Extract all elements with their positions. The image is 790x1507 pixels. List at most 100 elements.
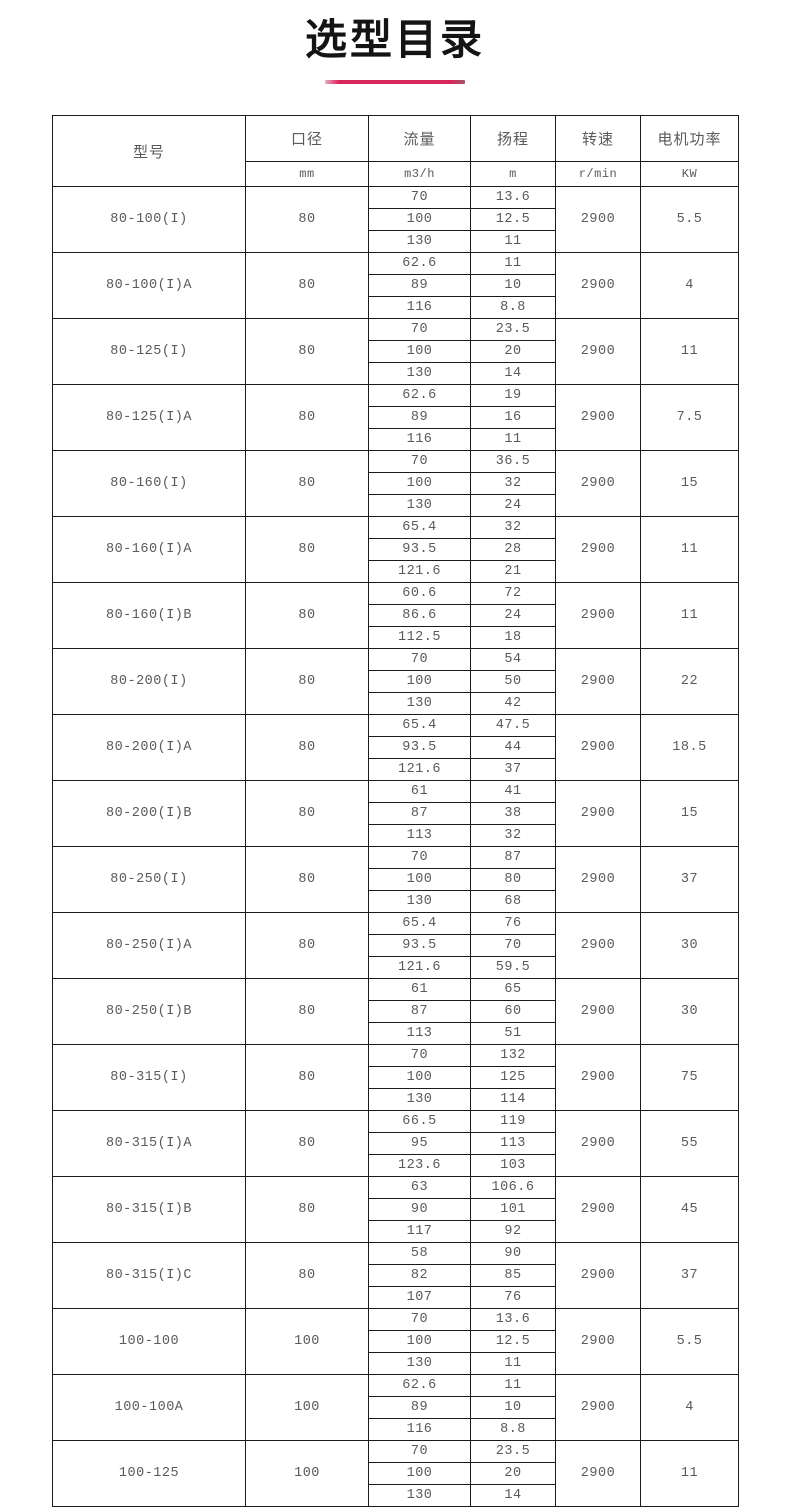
cell-head: 16	[470, 406, 556, 430]
table-row: 130 24	[53, 494, 739, 518]
cell-bore: 80	[245, 318, 369, 386]
cell-bore: 100	[245, 1374, 369, 1442]
cell-flow: 100	[368, 1330, 471, 1354]
table-header-row-units: mm m3/h m r/min KW	[53, 161, 739, 188]
cell-head: 103	[470, 1154, 556, 1178]
table-row: 95 113	[53, 1132, 739, 1156]
cell-speed: 2900	[555, 1176, 641, 1244]
table-row: 100 80	[53, 868, 739, 892]
cell-head: 44	[470, 736, 556, 760]
cell-head: 23.5	[470, 318, 556, 342]
cell-model: 80-200(I)B	[52, 780, 246, 848]
table-row: 100-125 100 70 23.5 2900 11	[52, 1440, 739, 1507]
cell-head: 92	[470, 1220, 556, 1244]
table-row: 116 8.8	[53, 296, 739, 320]
cell-speed: 2900	[555, 384, 641, 452]
table-row: 80-160(I)A 80 65.4 32 2900 11	[52, 516, 739, 584]
table-row: 93.5 44	[53, 736, 739, 760]
cell-power: 5.5	[640, 1308, 739, 1376]
cell-model: 100-100	[52, 1308, 246, 1376]
cell-flow: 112.5	[368, 626, 471, 650]
cell-head: 14	[470, 362, 556, 386]
cell-head: 8.8	[470, 1418, 556, 1442]
table-row: 80-200(I)B 80 61 41 2900 15	[52, 780, 739, 848]
cell-flow: 130	[368, 1088, 471, 1112]
cell-head: 90	[470, 1242, 556, 1266]
cell-head: 21	[470, 560, 556, 584]
cell-bore: 80	[245, 450, 369, 518]
cell-head: 80	[470, 868, 556, 892]
cell-head: 125	[470, 1066, 556, 1090]
cell-speed: 2900	[555, 582, 641, 650]
table-row: 113 32	[53, 824, 739, 848]
cell-flow: 90	[368, 1198, 471, 1222]
table-row: 80-125(I) 80 70 23.5 2900 11	[52, 318, 739, 386]
cell-head: 10	[470, 1396, 556, 1420]
cell-flow: 70	[368, 186, 471, 210]
cell-head: 113	[470, 1132, 556, 1156]
cell-power: 11	[640, 582, 739, 650]
cell-bore: 80	[245, 582, 369, 650]
cell-flow: 66.5	[368, 1110, 471, 1134]
cell-flow: 130	[368, 692, 471, 716]
table-row: 100 12.5	[53, 1330, 739, 1354]
cell-head: 37	[470, 758, 556, 782]
cell-power: 15	[640, 780, 739, 848]
cell-head: 119	[470, 1110, 556, 1134]
cell-model: 80-100(I)A	[52, 252, 246, 320]
cell-model: 80-250(I)B	[52, 978, 246, 1046]
table-row: 130 114	[53, 1088, 739, 1112]
table-row: 130 14	[53, 362, 739, 386]
cell-flow: 89	[368, 406, 471, 430]
cell-model: 80-160(I)	[52, 450, 246, 518]
table-row: 87 60	[53, 1000, 739, 1024]
cell-speed: 2900	[555, 912, 641, 980]
cell-flow: 60.6	[368, 582, 471, 606]
cell-flow: 70	[368, 1044, 471, 1068]
cell-speed: 2900	[555, 1440, 641, 1507]
table-row: 112.5 18	[53, 626, 739, 650]
table-row: 86.6 24	[53, 604, 739, 628]
column-header-flow: 流量	[368, 115, 471, 163]
cell-flow: 61	[368, 978, 471, 1002]
cell-flow: 130	[368, 1484, 471, 1507]
cell-bore: 100	[245, 1440, 369, 1507]
cell-flow: 100	[368, 472, 471, 496]
cell-flow: 87	[368, 802, 471, 826]
cell-speed: 2900	[555, 846, 641, 914]
cell-head: 20	[470, 1462, 556, 1486]
cell-head: 50	[470, 670, 556, 694]
page-title: 选型目录	[304, 16, 485, 63]
column-header-power: 电机功率	[640, 115, 739, 163]
cell-head: 76	[470, 1286, 556, 1310]
cell-head: 13.6	[470, 186, 556, 210]
table-header-row-main: 型号 口径 流量 扬程 转速 电机功率	[52, 115, 739, 188]
cell-power: 18.5	[640, 714, 739, 782]
column-unit-head: m	[470, 161, 556, 188]
cell-head: 14	[470, 1484, 556, 1507]
cell-bore: 80	[245, 780, 369, 848]
cell-head: 24	[470, 494, 556, 518]
cell-head: 38	[470, 802, 556, 826]
cell-flow: 70	[368, 1440, 471, 1464]
cell-model: 80-315(I)	[52, 1044, 246, 1112]
cell-flow: 93.5	[368, 538, 471, 562]
cell-head: 32	[470, 472, 556, 496]
cell-flow: 93.5	[368, 934, 471, 958]
cell-flow: 100	[368, 1066, 471, 1090]
cell-model: 100-125	[52, 1440, 246, 1507]
cell-head: 10	[470, 274, 556, 298]
table-row: 89 16	[53, 406, 739, 430]
cell-flow: 62.6	[368, 252, 471, 276]
cell-head: 28	[470, 538, 556, 562]
cell-speed: 2900	[555, 1044, 641, 1112]
column-unit-power: KW	[640, 161, 739, 188]
table-row: 100 50	[53, 670, 739, 694]
table-row: 100-100 100 70 13.6 2900 5.5	[52, 1308, 739, 1376]
cell-flow: 87	[368, 1000, 471, 1024]
table-row: 80-200(I)A 80 65.4 47.5 2900 18.5	[52, 714, 739, 782]
cell-head: 11	[470, 1374, 556, 1398]
cell-flow: 121.6	[368, 560, 471, 584]
table-row: 100-100A 100 62.6 11 2900 4	[52, 1374, 739, 1442]
cell-flow: 130	[368, 230, 471, 254]
